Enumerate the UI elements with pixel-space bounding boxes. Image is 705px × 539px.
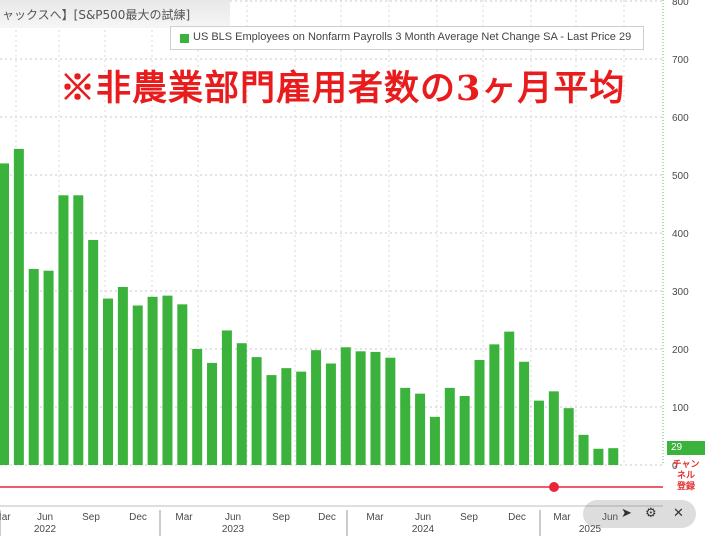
bar: [43, 270, 54, 465]
chart-legend: US BLS Employees on Nonfarm Payrolls 3 M…: [170, 26, 644, 50]
bar: [311, 350, 322, 465]
x-month-label: Dec: [318, 512, 336, 523]
y-tick-label: 500: [672, 171, 689, 182]
bar: [563, 408, 574, 465]
bar: [459, 395, 470, 465]
bar: [251, 357, 262, 465]
x-month-label: Dec: [508, 512, 526, 523]
bar: [132, 305, 143, 465]
bar: [281, 368, 292, 465]
bar: [385, 357, 396, 465]
bar: [236, 343, 247, 465]
close-icon[interactable]: ✕: [673, 506, 684, 521]
x-year-label: 2024: [412, 524, 435, 535]
x-month-label: Mar: [0, 512, 11, 523]
bar: [266, 375, 277, 465]
bar: [103, 298, 114, 465]
x-month-label: Mar: [175, 512, 193, 523]
x-month-label: Jun: [415, 512, 431, 523]
bar: [548, 391, 559, 465]
bar: [162, 295, 173, 465]
bar: [444, 387, 455, 465]
bar: [578, 434, 589, 465]
bar: [296, 371, 307, 465]
top-strip: ャックスへ】[S&P500最大の試練]: [0, 0, 230, 28]
bar: [340, 347, 351, 465]
bar: [489, 344, 500, 465]
bar: [13, 148, 24, 465]
bar: [28, 268, 39, 465]
mouse-cursor-icon: ➤: [621, 506, 632, 521]
bar: [593, 448, 604, 465]
x-year-label: 2025: [579, 524, 602, 535]
bar: [400, 387, 411, 465]
bar: [88, 239, 99, 465]
settings-icon[interactable]: ⚙: [645, 506, 657, 521]
x-year-label: 2023: [222, 524, 245, 535]
x-month-label: Dec: [129, 512, 147, 523]
logo-line-2: 登録: [676, 482, 695, 492]
y-tick-label: 300: [672, 287, 689, 298]
bar: [147, 296, 158, 465]
overlay-title: ※非農業部門雇用者数の3ヶ月平均: [60, 68, 626, 109]
y-tick-label: 0: [672, 461, 678, 472]
bar: [207, 362, 218, 465]
legend-swatch: [180, 34, 189, 43]
bar: [177, 304, 188, 465]
bar: [117, 286, 128, 465]
last-price-badge: 29: [667, 441, 705, 455]
bar: [355, 351, 366, 465]
x-month-label: Jun: [602, 512, 618, 523]
x-month-label: Jun: [225, 512, 241, 523]
bar: [0, 163, 9, 465]
timeline-marker: [549, 482, 559, 492]
channel-subscribe-logo[interactable]: チャンネル 登録: [669, 460, 703, 492]
bar: [73, 195, 84, 466]
bar: [325, 363, 336, 465]
y-tick-label: 600: [672, 113, 689, 124]
legend-label: US BLS Employees on Nonfarm Payrolls 3 M…: [193, 31, 632, 43]
bar: [415, 393, 426, 465]
bar: [221, 330, 232, 465]
y-tick-label: 200: [672, 345, 689, 356]
bar: [533, 400, 544, 465]
bar: [504, 331, 515, 465]
x-axis: Mar Jun Sep Dec Mar Jun Sep Dec Mar Jun Sep Dec Mar J…: [0, 505, 663, 536]
bar: [370, 351, 381, 465]
x-month-label: Mar: [553, 512, 571, 523]
bar: [429, 416, 440, 465]
bar: [474, 360, 485, 465]
y-tick-label: 700: [672, 55, 689, 66]
x-month-label: Jun: [37, 512, 53, 523]
x-month-label: Mar: [366, 512, 384, 523]
bars: [0, 148, 619, 466]
x-month-label: Sep: [460, 512, 478, 523]
top-caption: ャックスへ】[S&P500最大の試練]: [2, 8, 191, 22]
bar: [608, 448, 619, 465]
x-year-label: 2022: [34, 524, 57, 535]
bar: [519, 361, 530, 465]
x-month-label: Sep: [272, 512, 290, 523]
x-month-label: Sep: [82, 512, 100, 523]
y-tick-label: 100: [672, 403, 689, 414]
y-tick-label: 400: [672, 229, 689, 240]
video-controls: ➤ ⚙ ✕: [583, 500, 696, 528]
bar: [58, 195, 69, 466]
logo-line-1: チャンネル: [672, 460, 700, 481]
y-axis: 0 100 200 300 400 500 600 700 800: [662, 0, 689, 472]
y-tick-label: 800: [672, 0, 689, 8]
bar: [192, 349, 203, 465]
